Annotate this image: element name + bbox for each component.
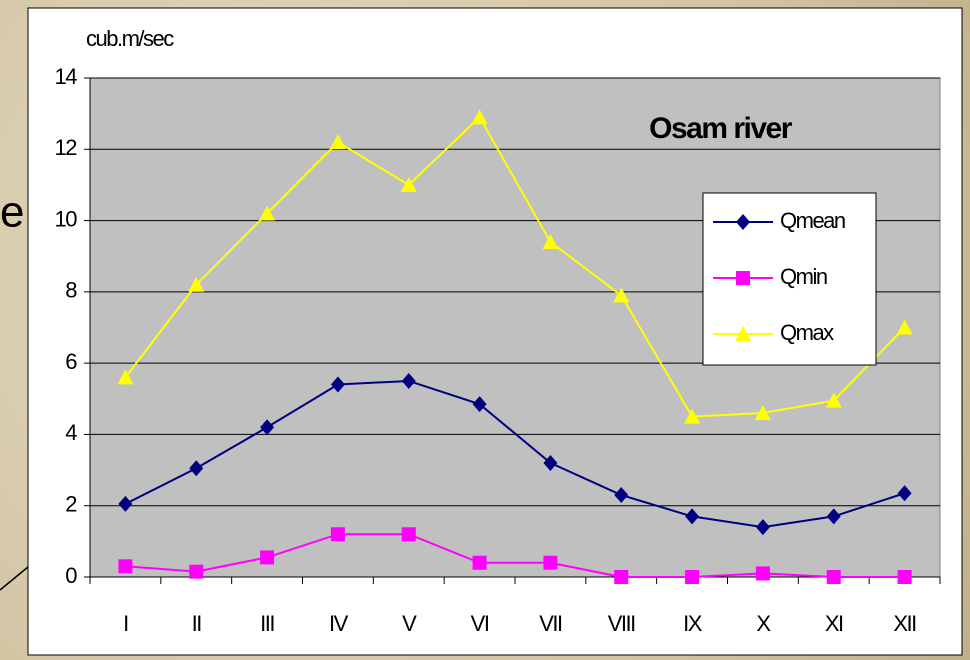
- point: [543, 454, 558, 471]
- point: [188, 276, 205, 292]
- point: [117, 369, 134, 385]
- x-tick-label: I: [123, 611, 128, 636]
- legend-marker: [735, 326, 751, 341]
- y-tick-label: 4: [65, 420, 77, 445]
- point: [755, 519, 770, 536]
- point: [189, 460, 204, 477]
- point: [897, 485, 912, 502]
- x-tick-label: V: [402, 611, 417, 636]
- legend-label: Qmax: [780, 320, 834, 345]
- point: [260, 550, 275, 565]
- series-line: [124, 115, 906, 418]
- point: [614, 487, 629, 504]
- x-tick-label: II: [192, 611, 202, 636]
- point: [471, 109, 488, 125]
- point: [189, 564, 204, 579]
- point: [401, 527, 416, 542]
- point: [118, 559, 133, 574]
- y-axis-label: cub.m/sec: [86, 26, 174, 51]
- point: [400, 176, 417, 192]
- point: [755, 566, 770, 581]
- x-tick-label: VII: [539, 611, 562, 636]
- point: [472, 555, 487, 570]
- point: [754, 405, 771, 421]
- point: [896, 319, 913, 335]
- y-tick-label: 12: [55, 135, 78, 160]
- y-tick-label: 14: [55, 64, 78, 89]
- point: [685, 570, 700, 584]
- point: [401, 372, 416, 389]
- point: [329, 134, 346, 150]
- y-tick-label: 2: [65, 492, 77, 517]
- point: [826, 570, 841, 584]
- point: [684, 408, 701, 424]
- y-tick-label: 6: [65, 349, 77, 374]
- y-tick-label: 10: [55, 206, 78, 231]
- x-tick-label: XI: [825, 611, 843, 636]
- point: [260, 419, 275, 436]
- point: [897, 570, 912, 584]
- x-tick-label: IX: [683, 611, 703, 636]
- x-tick-label: VI: [471, 611, 489, 636]
- legend-marker: [736, 271, 750, 285]
- x-tick-label: III: [260, 611, 274, 636]
- point: [118, 495, 133, 512]
- x-tick-label: VIII: [608, 611, 635, 636]
- legend-label: Qmean: [780, 208, 845, 233]
- point: [330, 527, 345, 542]
- point: [259, 205, 276, 221]
- point: [472, 396, 487, 413]
- arrow: [0, 566, 29, 591]
- y-tick-label: 0: [65, 563, 77, 588]
- point: [825, 392, 842, 408]
- x-tick-label: XII: [893, 611, 916, 636]
- chart-title: Osam river: [649, 112, 793, 145]
- point: [685, 508, 700, 525]
- point: [330, 376, 345, 393]
- series-line: [125, 533, 905, 578]
- legend-marker: [736, 214, 750, 230]
- point: [543, 555, 558, 570]
- x-tick-label: IV: [329, 611, 349, 636]
- side-text: e: [0, 188, 23, 237]
- series-line: [124, 379, 905, 529]
- point: [826, 508, 841, 525]
- x-tick-label: X: [756, 611, 771, 636]
- point: [542, 233, 559, 249]
- y-tick-label: 8: [65, 278, 77, 303]
- point: [613, 287, 630, 303]
- legend-label: Qmin: [780, 264, 827, 289]
- point: [614, 570, 629, 584]
